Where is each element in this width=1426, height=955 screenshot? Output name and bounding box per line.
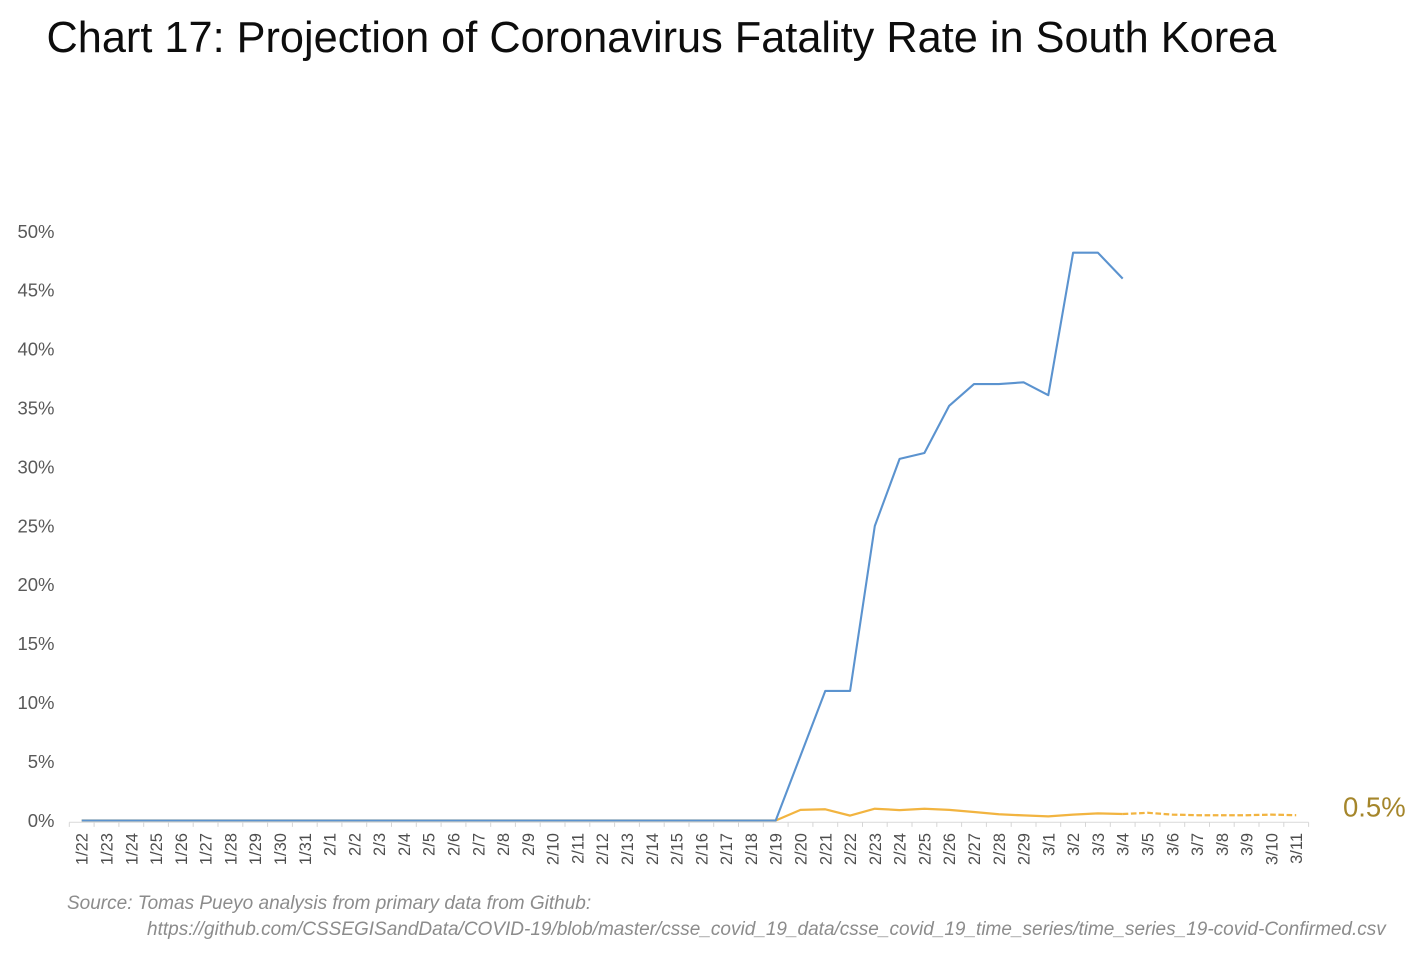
- svg-text:2/1: 2/1: [322, 833, 340, 856]
- svg-text:1/30: 1/30: [272, 833, 290, 865]
- svg-text:2/2: 2/2: [346, 833, 364, 856]
- svg-text:2/7: 2/7: [470, 833, 488, 856]
- svg-text:2/9: 2/9: [520, 833, 538, 856]
- svg-text:2/17: 2/17: [718, 833, 736, 865]
- svg-text:3/6: 3/6: [1164, 833, 1182, 856]
- svg-text:45%: 45%: [17, 280, 54, 301]
- svg-text:10%: 10%: [17, 692, 54, 713]
- svg-text:3/1: 3/1: [1040, 833, 1058, 856]
- svg-text:2/22: 2/22: [842, 833, 860, 865]
- svg-text:0%: 0%: [28, 810, 55, 831]
- svg-text:1/22: 1/22: [74, 833, 92, 865]
- svg-text:25%: 25%: [17, 515, 54, 536]
- svg-text:35%: 35%: [17, 398, 54, 419]
- svg-text:2/3: 2/3: [371, 833, 389, 856]
- svg-text:2/5: 2/5: [421, 833, 439, 856]
- svg-text:2/12: 2/12: [594, 833, 612, 865]
- svg-text:2/16: 2/16: [693, 833, 711, 865]
- svg-text:3/10: 3/10: [1263, 833, 1281, 865]
- svg-text:3/7: 3/7: [1189, 833, 1207, 856]
- svg-text:1/31: 1/31: [297, 833, 315, 865]
- svg-text:2/19: 2/19: [768, 833, 786, 865]
- svg-text:2/6: 2/6: [446, 833, 464, 856]
- svg-text:1/23: 1/23: [99, 833, 117, 865]
- svg-text:2/11: 2/11: [569, 833, 587, 864]
- svg-text:2/24: 2/24: [892, 833, 910, 865]
- svg-text:2/15: 2/15: [669, 833, 687, 865]
- svg-text:15%: 15%: [17, 633, 54, 654]
- svg-text:2/14: 2/14: [644, 833, 662, 865]
- svg-text:20%: 20%: [17, 574, 54, 595]
- svg-text:1/26: 1/26: [173, 833, 191, 865]
- svg-text:2/18: 2/18: [743, 833, 761, 865]
- svg-text:https://github.com/CSSEGISandD: https://github.com/CSSEGISandData/COVID-…: [147, 919, 1387, 940]
- svg-text:3/11: 3/11: [1288, 833, 1306, 864]
- svg-text:3/8: 3/8: [1214, 833, 1232, 856]
- svg-text:1/29: 1/29: [247, 833, 265, 865]
- svg-text:2/28: 2/28: [991, 833, 1009, 865]
- svg-text:2/26: 2/26: [941, 833, 959, 865]
- svg-text:3/3: 3/3: [1090, 833, 1108, 856]
- svg-text:1/27: 1/27: [198, 833, 216, 865]
- svg-text:3/9: 3/9: [1239, 833, 1257, 856]
- svg-text:2/20: 2/20: [793, 833, 811, 865]
- svg-text:3/4: 3/4: [1115, 833, 1133, 856]
- svg-text:1/25: 1/25: [148, 833, 166, 865]
- svg-text:2/25: 2/25: [916, 833, 934, 865]
- svg-text:2/23: 2/23: [867, 833, 885, 865]
- svg-text:40%: 40%: [17, 339, 54, 360]
- svg-text:2/13: 2/13: [619, 833, 637, 865]
- svg-text:2/10: 2/10: [545, 833, 563, 865]
- svg-text:5%: 5%: [28, 751, 55, 772]
- svg-text:1/28: 1/28: [222, 833, 240, 865]
- svg-text:Source: Tomas Pueyo analysis f: Source: Tomas Pueyo analysis from primar…: [67, 893, 591, 914]
- svg-text:3/2: 3/2: [1065, 833, 1083, 856]
- svg-text:Chart 17: Projection of Corona: Chart 17: Projection of Coronavirus Fata…: [47, 14, 1278, 62]
- svg-text:2/8: 2/8: [495, 833, 513, 856]
- svg-text:2/29: 2/29: [1016, 833, 1034, 865]
- svg-text:50%: 50%: [17, 221, 54, 242]
- svg-text:2/21: 2/21: [817, 833, 835, 865]
- svg-text:30%: 30%: [17, 456, 54, 477]
- svg-text:2/27: 2/27: [966, 833, 984, 865]
- svg-text:2/4: 2/4: [396, 833, 414, 856]
- svg-text:1/24: 1/24: [123, 833, 141, 865]
- svg-text:3/5: 3/5: [1140, 833, 1158, 856]
- svg-text:0.5%: 0.5%: [1343, 792, 1406, 823]
